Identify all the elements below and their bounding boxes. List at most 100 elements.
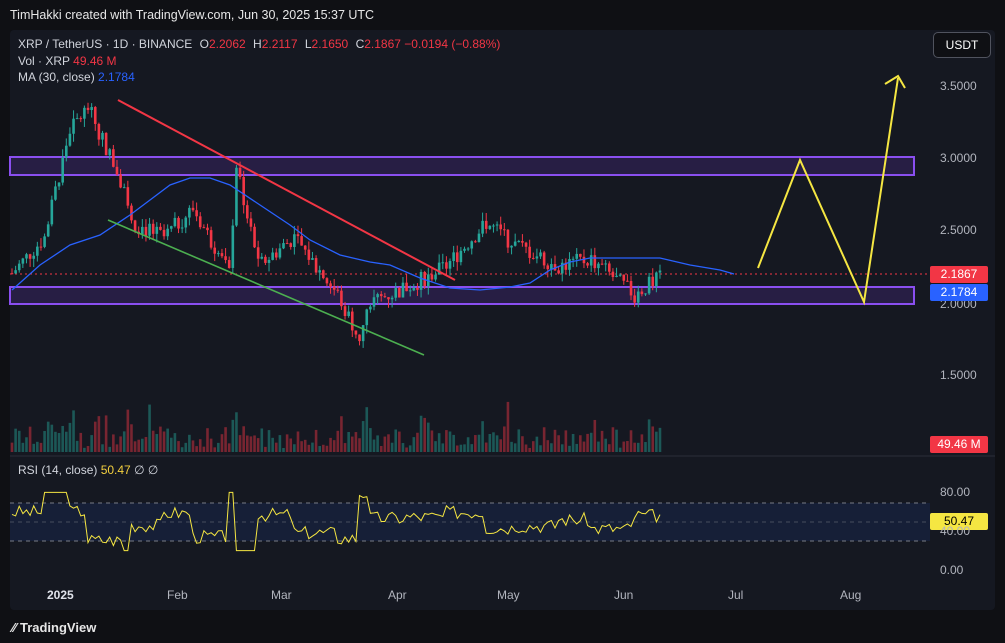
volume-bar bbox=[231, 419, 235, 452]
volume-bar bbox=[579, 435, 582, 452]
rsi-legend[interactable]: RSI (14, close) 50.47 ∅ ∅ bbox=[18, 463, 158, 477]
candle-body bbox=[466, 248, 470, 250]
volume-bar bbox=[412, 437, 416, 452]
volume-value: 49.46 M bbox=[73, 54, 117, 68]
volume-bar bbox=[285, 434, 289, 452]
candle-body bbox=[289, 243, 293, 248]
candle-body bbox=[455, 252, 459, 263]
volume-bar bbox=[343, 443, 347, 452]
volume-bar bbox=[242, 426, 245, 452]
volume-bar bbox=[43, 430, 46, 452]
rsi-axis-label: 0.00 bbox=[940, 563, 964, 577]
volume-bar bbox=[224, 427, 227, 452]
open-label: O bbox=[199, 37, 209, 51]
support-zone[interactable] bbox=[9, 286, 915, 305]
candle-body bbox=[481, 220, 484, 234]
low-label: L bbox=[304, 37, 312, 51]
volume-bar bbox=[264, 446, 267, 452]
price-axis-label: 1.5000 bbox=[940, 368, 977, 382]
volume-bar bbox=[220, 434, 224, 452]
volume-bar bbox=[589, 432, 593, 452]
time-axis-label: Mar bbox=[271, 588, 292, 602]
change-value: −0.0194 (−0.88%) bbox=[404, 37, 501, 51]
candle-body bbox=[528, 246, 531, 258]
candle-body bbox=[318, 270, 321, 273]
ohlc-legend: XRP / TetherUS · 1D · BINANCE O2.2062 H2… bbox=[18, 37, 500, 51]
currency-button[interactable]: USDT bbox=[933, 32, 991, 58]
candle-body bbox=[108, 149, 112, 156]
volume-bar bbox=[137, 439, 140, 452]
volume-bar bbox=[499, 439, 502, 452]
volume-bar bbox=[274, 442, 278, 452]
volume-bar bbox=[36, 441, 39, 452]
volume-bar bbox=[169, 437, 173, 452]
ma-label: MA (30, close) bbox=[18, 70, 95, 84]
candle-body bbox=[419, 271, 423, 290]
candle-body bbox=[452, 252, 455, 262]
tradingview-brand: TradingView bbox=[19, 620, 97, 635]
volume-bar bbox=[560, 444, 564, 452]
volume-legend[interactable]: Vol · XRP 49.46 M bbox=[18, 54, 117, 68]
candle-body bbox=[350, 311, 354, 331]
volume-bar bbox=[227, 443, 231, 452]
volume-bar bbox=[369, 428, 372, 452]
candle-body bbox=[575, 253, 579, 259]
candle-body bbox=[28, 254, 32, 259]
tradingview-logo-icon: ⁄⁄ bbox=[12, 620, 20, 635]
candle-body bbox=[224, 256, 227, 261]
volume-bar bbox=[575, 443, 579, 452]
volume-bar bbox=[517, 429, 521, 452]
candle-body bbox=[655, 272, 658, 287]
volume-bar bbox=[322, 444, 325, 452]
candle-body bbox=[470, 241, 474, 249]
volume-bar bbox=[72, 410, 75, 452]
volume-bar bbox=[289, 438, 293, 452]
candle-body bbox=[361, 325, 365, 342]
projection-arrow-head bbox=[884, 74, 906, 89]
volume-bar bbox=[401, 443, 405, 452]
candle-body bbox=[235, 167, 238, 226]
volume-price-tag: 49.46 M bbox=[930, 436, 988, 453]
volume-bars bbox=[10, 401, 662, 452]
volume-bar bbox=[97, 416, 101, 452]
candle-body bbox=[188, 207, 191, 218]
close-price-tag: 2.1867 bbox=[930, 266, 988, 283]
resistance-zone[interactable] bbox=[9, 156, 915, 176]
candle-body bbox=[412, 287, 416, 291]
candle-body bbox=[369, 306, 372, 310]
candle-body bbox=[448, 261, 452, 269]
volume-bar bbox=[636, 442, 640, 452]
volume-bar bbox=[166, 428, 169, 452]
candle-body bbox=[191, 207, 195, 211]
volume-bar bbox=[376, 435, 379, 452]
chart-area[interactable] bbox=[10, 30, 995, 610]
volume-bar bbox=[452, 434, 455, 452]
volume-bar bbox=[394, 429, 398, 452]
candle-body bbox=[68, 133, 72, 146]
candle-body bbox=[372, 297, 376, 307]
candle-body bbox=[195, 210, 198, 217]
ma-legend[interactable]: MA (30, close) 2.1784 bbox=[18, 70, 135, 84]
candle-body bbox=[586, 263, 589, 266]
volume-bar bbox=[148, 404, 151, 452]
volume-bar bbox=[180, 447, 184, 452]
volume-bar bbox=[658, 427, 662, 452]
time-axis-label: Jun bbox=[614, 588, 634, 602]
symbol-label[interactable]: XRP / TetherUS · 1D · BINANCE bbox=[18, 37, 193, 51]
candle-body bbox=[477, 233, 481, 243]
volume-bar bbox=[524, 444, 528, 452]
tradingview-logo[interactable]: ⁄⁄ TradingView bbox=[12, 620, 96, 635]
candle-body bbox=[463, 248, 466, 251]
candle-body bbox=[72, 118, 75, 134]
header-bar: TimHakki created with TradingView.com, J… bbox=[0, 0, 1005, 30]
volume-bar bbox=[260, 428, 264, 452]
volume-bar bbox=[459, 444, 463, 452]
candle-body bbox=[340, 290, 343, 307]
volume-bar bbox=[640, 434, 644, 452]
volume-bar bbox=[427, 422, 430, 452]
volume-bar bbox=[46, 421, 50, 452]
candle-body bbox=[83, 107, 86, 119]
volume-bar bbox=[238, 435, 242, 452]
volume-bar bbox=[173, 433, 177, 452]
candle-body bbox=[542, 252, 546, 266]
